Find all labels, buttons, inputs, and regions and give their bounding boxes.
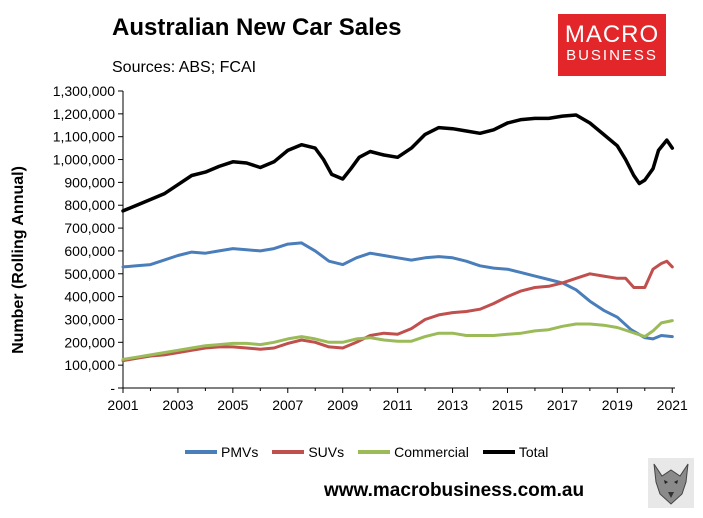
- y-tick-label: 900,000: [64, 174, 115, 190]
- x-tick-label: 2005: [217, 397, 248, 413]
- macrobusiness-logo: MACRO BUSINESS: [558, 14, 666, 76]
- y-tick-label: 100,000: [64, 357, 115, 373]
- x-tick-label: 2021: [657, 397, 688, 413]
- chart-subtitle: Sources: ABS; FCAI: [112, 59, 257, 76]
- line-chart: - 100,000 200,000 300,000 400,000 500,000 600,…: [53, 83, 688, 413]
- y-tick-label: 400,000: [64, 289, 115, 305]
- legend-label: Commercial: [394, 444, 469, 460]
- chart-axes: [122, 91, 675, 389]
- y-tick-label: 1,300,000: [53, 83, 115, 99]
- legend-item-total: Total: [482, 444, 549, 460]
- footer-url: www.macrobusiness.com.au: [324, 480, 585, 501]
- x-tick-label: 2019: [602, 397, 633, 413]
- y-tick-label: 300,000: [64, 311, 115, 327]
- x-tick-label: 2003: [162, 397, 193, 413]
- y-tick-label: 500,000: [64, 266, 115, 282]
- x-tick-label: 2011: [383, 397, 413, 413]
- y-tick-label: 1,000,000: [53, 152, 115, 168]
- legend-swatch: [272, 450, 305, 454]
- legend-swatch: [185, 450, 217, 454]
- x-tick-label: 2017: [547, 397, 578, 413]
- series-line-suvs: [121, 259, 674, 363]
- chart-legend: PMVs SUVs Commercial Total: [185, 444, 562, 460]
- legend-label: PMVs: [221, 444, 259, 460]
- legend-label: Total: [518, 444, 549, 460]
- x-tick-label: 2007: [272, 397, 303, 413]
- logo-line1: MACRO: [564, 21, 660, 48]
- x-tick-label: 2015: [492, 397, 523, 413]
- x-tick-label: 2009: [327, 397, 358, 413]
- legend-label: SUVs: [308, 444, 345, 460]
- series-line-commercial: [121, 319, 674, 361]
- chart-lines: [121, 113, 675, 363]
- legend-item-suvs: SUVs: [272, 444, 344, 460]
- chart-ticks: - 100,000 200,000 300,000 400,000 500,000 600,…: [53, 83, 688, 413]
- series-line-pmvs: [121, 241, 674, 341]
- y-tick-label: 800,000: [64, 197, 115, 213]
- wolf-emblem-icon: [648, 458, 694, 508]
- x-tick-label: 2001: [107, 397, 138, 413]
- series-line-total: [121, 113, 675, 213]
- legend-item-commercial: Commercial: [358, 444, 469, 460]
- legend-swatch: [482, 450, 515, 454]
- chart-title: Australian New Car Sales: [112, 14, 402, 41]
- y-tick-label: 700,000: [64, 220, 115, 236]
- y-tick-label: 1,200,000: [53, 106, 115, 122]
- x-tick-label: 2013: [437, 397, 468, 413]
- y-tick-label: 1,100,000: [53, 129, 115, 145]
- logo-line2: BUSINESS: [566, 47, 658, 64]
- y-tick-label: -: [110, 380, 115, 396]
- y-tick-label: 200,000: [64, 334, 115, 350]
- y-tick-label: 600,000: [64, 243, 115, 259]
- legend-item-pmvs: PMVs: [185, 444, 258, 460]
- legend-swatch: [358, 450, 391, 454]
